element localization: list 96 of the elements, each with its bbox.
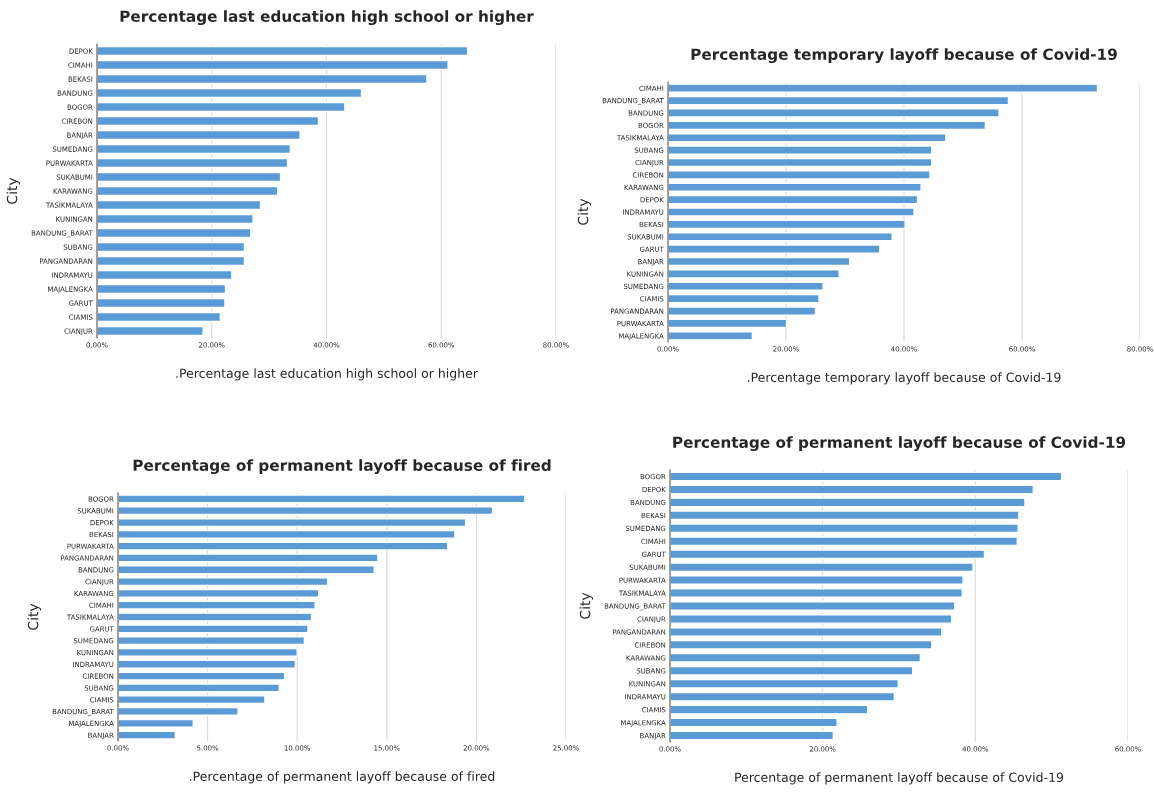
bar (118, 730, 177, 740)
y-axis-title: City (6, 177, 21, 204)
bar (670, 484, 1035, 495)
bar (668, 269, 840, 279)
bar (97, 241, 246, 253)
bar (670, 601, 956, 611)
bar (668, 244, 881, 254)
bar (97, 101, 346, 113)
bar (118, 659, 297, 669)
bar (670, 575, 964, 585)
bar (97, 73, 428, 85)
bar (97, 59, 449, 71)
bar (668, 318, 788, 329)
x-axis-title: .Percentage last education high school or higher (176, 368, 478, 381)
bar (668, 120, 987, 131)
bar (97, 325, 204, 337)
bar (670, 717, 838, 728)
bar (670, 691, 896, 702)
bar (670, 510, 1020, 521)
x-axis-title: .Percentage temporary layoff because of Covid-19 (747, 372, 1061, 385)
bar (97, 199, 262, 211)
bar (668, 170, 931, 180)
bar (118, 695, 266, 705)
bar (668, 219, 906, 230)
bar (118, 600, 316, 610)
bar (118, 671, 286, 681)
y-axis-title: City (27, 603, 42, 630)
bar (670, 730, 835, 741)
bar (97, 45, 469, 57)
bar (97, 311, 222, 323)
bar (118, 624, 309, 634)
bar (668, 281, 824, 292)
bar (97, 213, 254, 225)
bar (668, 194, 919, 205)
bar (97, 171, 282, 183)
chart-title: Percentage of permanent layoff because of fired (133, 459, 551, 475)
bar (97, 269, 233, 281)
bar (670, 562, 974, 573)
x-axis-title: .Percentage of permanent layoff because of fired (190, 771, 495, 784)
bar (668, 232, 893, 242)
bar (670, 678, 899, 689)
bar (670, 536, 1019, 547)
bar (118, 683, 280, 693)
bar (118, 577, 329, 587)
bar (670, 614, 953, 624)
bar (97, 129, 301, 141)
bar (668, 145, 933, 155)
bar (668, 293, 820, 304)
bar (670, 704, 869, 715)
bar (668, 256, 851, 267)
bar (668, 108, 1000, 118)
bar (118, 647, 298, 657)
bar (97, 255, 246, 267)
bar (118, 541, 449, 551)
bar (118, 529, 456, 539)
bar (670, 639, 933, 650)
y-axis-title: City (579, 592, 594, 619)
bar (668, 207, 915, 217)
chart-title: Percentage of permanent layoff because of Covid-19 (673, 436, 1126, 452)
bar (97, 157, 289, 169)
bar (668, 306, 817, 316)
bar (668, 331, 754, 341)
bar (118, 636, 306, 646)
y-axis-title: City (577, 198, 592, 225)
bar (668, 182, 922, 192)
bar (118, 612, 313, 622)
bar (668, 132, 947, 143)
bar (670, 652, 922, 663)
bar (118, 494, 526, 504)
bar (670, 549, 986, 560)
chart-title: Percentage last education high school or higher (120, 10, 534, 26)
chart-title: Percentage temporary layoff because of Covid-19 (691, 48, 1117, 64)
bar (668, 157, 933, 168)
bar (670, 471, 1063, 482)
x-axis-title: Percentage of permanent layoff because of Covid-19 (735, 772, 1064, 785)
bar (97, 87, 363, 99)
bar (118, 565, 375, 575)
bar (670, 497, 1026, 508)
bar (118, 718, 194, 728)
bar (97, 185, 279, 197)
bar (118, 506, 494, 516)
bar (118, 553, 379, 563)
bar (670, 523, 1019, 534)
bar (118, 517, 467, 528)
bar (668, 83, 1099, 93)
bar (670, 665, 914, 676)
bar (670, 588, 964, 598)
bar (97, 297, 226, 309)
bar (668, 95, 1010, 106)
bar (97, 283, 227, 295)
bar (118, 588, 320, 598)
bar (97, 227, 252, 239)
bar (97, 115, 320, 127)
bar (97, 143, 292, 155)
bar (118, 706, 239, 717)
bar (670, 627, 943, 637)
